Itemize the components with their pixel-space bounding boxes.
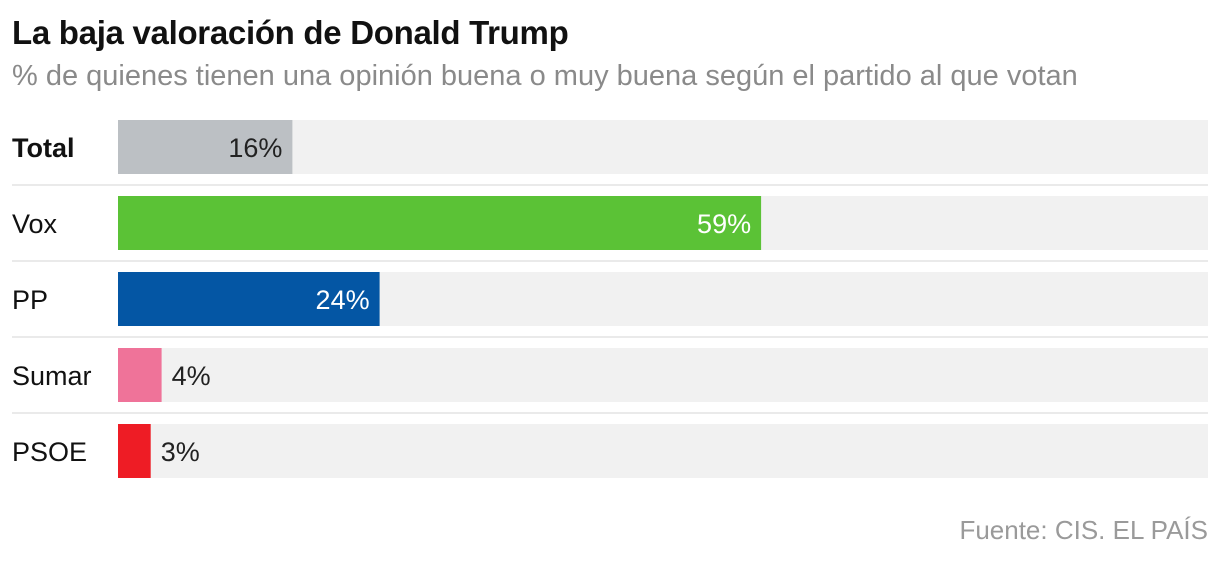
bar-track [118,348,1208,402]
category-label: PSOE [12,437,87,467]
source-note: Fuente: CIS. EL PAÍS [959,515,1208,545]
bar-pp [118,272,380,326]
bar-psoe [118,424,151,478]
bar-chart: Total 16% Vox 59% PP 24% Sumar 4% PSOE 3% [12,120,1208,478]
data-label: 3% [161,437,200,467]
category-label: Vox [12,209,58,239]
category-label: Total [12,133,75,163]
bar-track [118,424,1208,478]
chart-title: La baja valoración de Donald Trump [12,14,569,51]
bar-row-total: Total 16% [12,120,1208,174]
data-label: 24% [316,285,370,315]
data-label: 4% [172,361,211,391]
bar-row-sumar: Sumar 4% [12,336,1208,402]
data-label: 59% [697,209,751,239]
category-label: Sumar [12,361,92,391]
category-label: PP [12,285,48,315]
chart-subtitle: % de quienes tienen una opinión buena o … [12,60,1078,92]
bar-row-psoe: PSOE 3% [12,412,1208,478]
bar-track [118,120,1208,174]
data-label: 16% [228,133,282,163]
bar-row-pp: PP 24% [12,260,1208,326]
bar-sumar [118,348,162,402]
bar-row-vox: Vox 59% [12,184,1208,250]
bar-vox [118,196,762,250]
bar-total [118,120,293,174]
